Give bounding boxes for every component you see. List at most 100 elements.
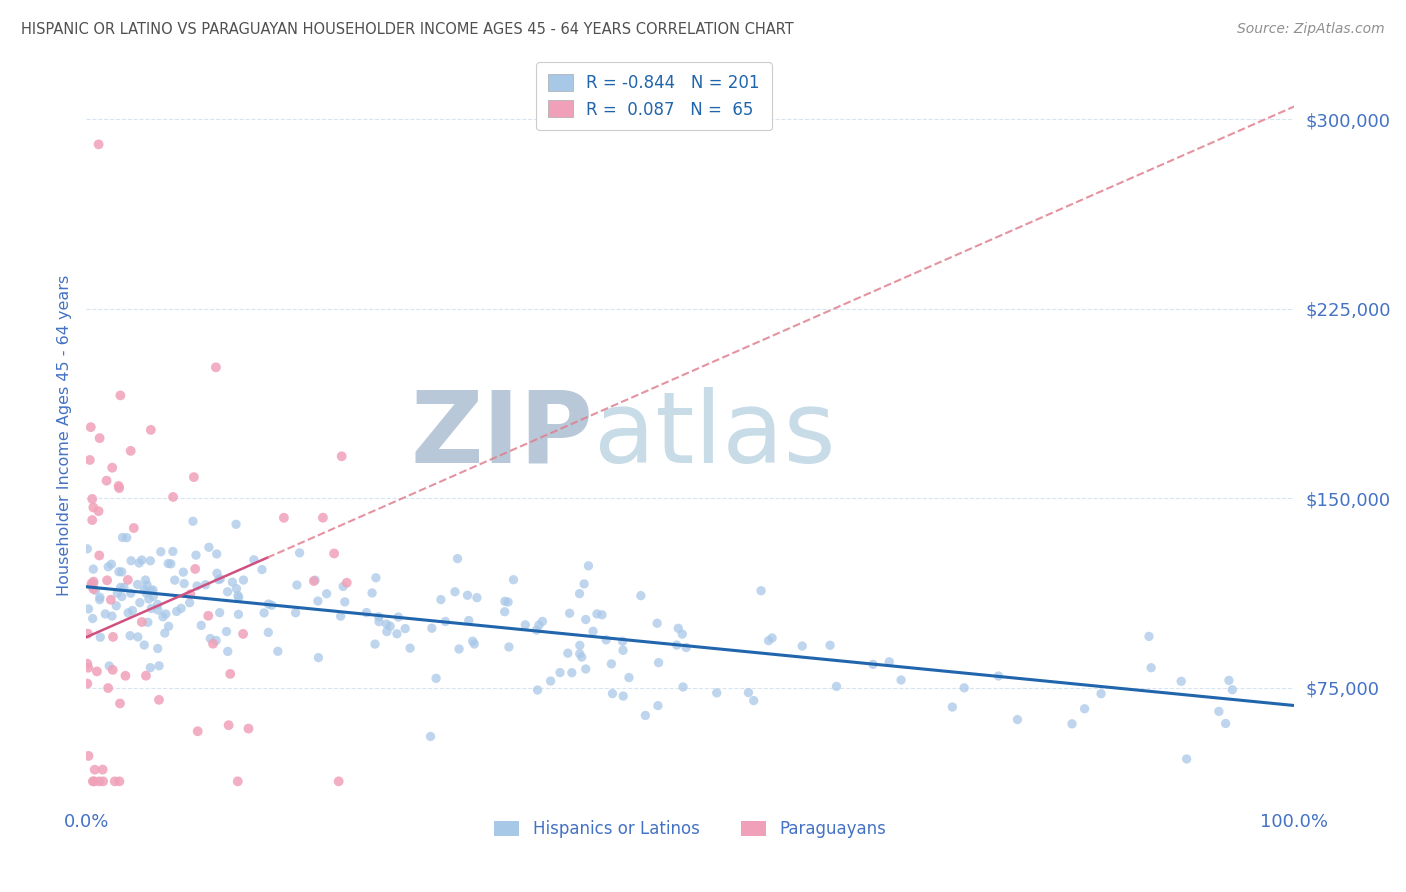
Point <box>117 606 139 620</box>
Point <box>232 573 254 587</box>
Point <box>461 634 484 648</box>
Point <box>364 637 387 651</box>
Point <box>155 607 177 621</box>
Point <box>148 693 170 707</box>
Point <box>96 574 118 588</box>
Point <box>399 641 422 656</box>
Point <box>152 610 174 624</box>
Point <box>825 680 848 694</box>
Point <box>666 621 689 635</box>
Point <box>77 748 100 763</box>
Point <box>208 606 231 620</box>
Point <box>315 587 337 601</box>
Point <box>647 698 669 713</box>
Point <box>612 689 634 703</box>
Point <box>446 551 468 566</box>
Point <box>89 774 111 789</box>
Point <box>136 578 159 592</box>
Point <box>98 659 121 673</box>
Point <box>548 665 571 680</box>
Point <box>82 574 104 589</box>
Point <box>131 615 153 629</box>
Point <box>617 671 640 685</box>
Point <box>94 607 117 621</box>
Text: ZIP: ZIP <box>411 386 593 483</box>
Point <box>80 579 103 593</box>
Point <box>84 583 107 598</box>
Point <box>463 637 485 651</box>
Point <box>139 661 162 675</box>
Point <box>582 624 605 639</box>
Point <box>107 479 129 493</box>
Point <box>1175 752 1198 766</box>
Point <box>425 671 447 685</box>
Point <box>79 453 101 467</box>
Point <box>226 774 249 789</box>
Point <box>571 650 593 665</box>
Point <box>420 621 443 635</box>
Point <box>97 681 120 695</box>
Point <box>941 700 963 714</box>
Point <box>568 587 591 601</box>
Point <box>419 730 441 744</box>
Point <box>101 630 124 644</box>
Point <box>166 604 188 618</box>
Point <box>82 582 104 596</box>
Point <box>378 619 401 633</box>
Point <box>205 360 228 375</box>
Point <box>672 680 695 694</box>
Point <box>89 630 111 644</box>
Point <box>273 510 295 524</box>
Point <box>575 662 598 676</box>
Point <box>221 575 243 590</box>
Point <box>146 603 169 617</box>
Point <box>114 669 136 683</box>
Point <box>630 589 652 603</box>
Point <box>330 450 353 464</box>
Point <box>578 558 600 573</box>
Point <box>737 685 759 699</box>
Point <box>557 646 579 660</box>
Point <box>228 591 250 605</box>
Point <box>862 657 884 672</box>
Point <box>228 607 250 622</box>
Point <box>394 622 416 636</box>
Point <box>540 674 562 689</box>
Point <box>818 638 841 652</box>
Point <box>1073 702 1095 716</box>
Point <box>238 722 260 736</box>
Point <box>1140 661 1163 675</box>
Point <box>312 510 335 524</box>
Point <box>101 663 124 677</box>
Point <box>183 470 205 484</box>
Point <box>190 618 212 632</box>
Point <box>187 724 209 739</box>
Point <box>162 490 184 504</box>
Point <box>465 591 488 605</box>
Point <box>1220 682 1243 697</box>
Point <box>89 591 111 605</box>
Point <box>127 577 149 591</box>
Point <box>253 606 276 620</box>
Point <box>105 599 128 613</box>
Point <box>120 586 142 600</box>
Point <box>568 647 591 661</box>
Point <box>496 595 519 609</box>
Point <box>232 627 254 641</box>
Point <box>302 574 325 588</box>
Point <box>82 611 104 625</box>
Point <box>89 592 111 607</box>
Point <box>135 586 157 600</box>
Point <box>877 655 900 669</box>
Point <box>558 607 581 621</box>
Point <box>612 643 634 657</box>
Point <box>591 607 613 622</box>
Point <box>138 592 160 607</box>
Point <box>139 554 162 568</box>
Point <box>304 573 326 587</box>
Point <box>194 578 217 592</box>
Point <box>77 602 100 616</box>
Point <box>1215 716 1237 731</box>
Point <box>111 565 134 579</box>
Point <box>121 603 143 617</box>
